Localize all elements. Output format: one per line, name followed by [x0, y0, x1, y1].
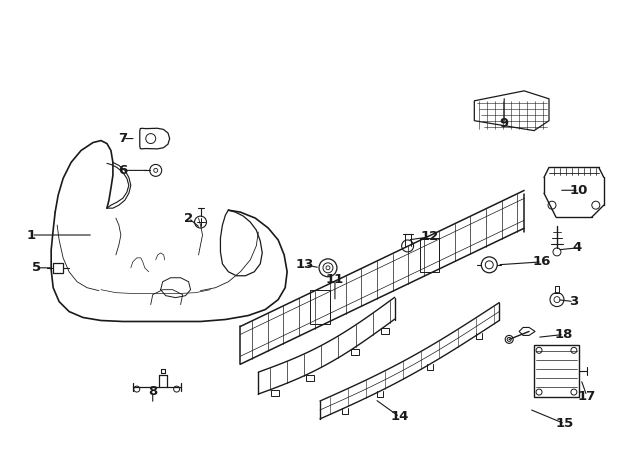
Text: 3: 3: [569, 295, 579, 308]
Text: 17: 17: [578, 390, 596, 403]
Text: 13: 13: [296, 258, 314, 271]
Text: 14: 14: [390, 410, 409, 423]
Text: 2: 2: [184, 211, 193, 225]
Text: 7: 7: [118, 132, 127, 145]
Text: 6: 6: [118, 164, 127, 177]
Text: 10: 10: [570, 184, 588, 197]
Text: 16: 16: [533, 255, 551, 268]
Text: 11: 11: [326, 273, 344, 286]
Text: 1: 1: [27, 228, 36, 242]
Text: 4: 4: [572, 242, 582, 254]
Text: 9: 9: [500, 117, 509, 130]
Text: 5: 5: [31, 261, 41, 274]
Text: 12: 12: [420, 230, 438, 244]
Text: 8: 8: [148, 385, 157, 398]
Text: 18: 18: [555, 328, 573, 341]
Text: 15: 15: [556, 417, 574, 430]
